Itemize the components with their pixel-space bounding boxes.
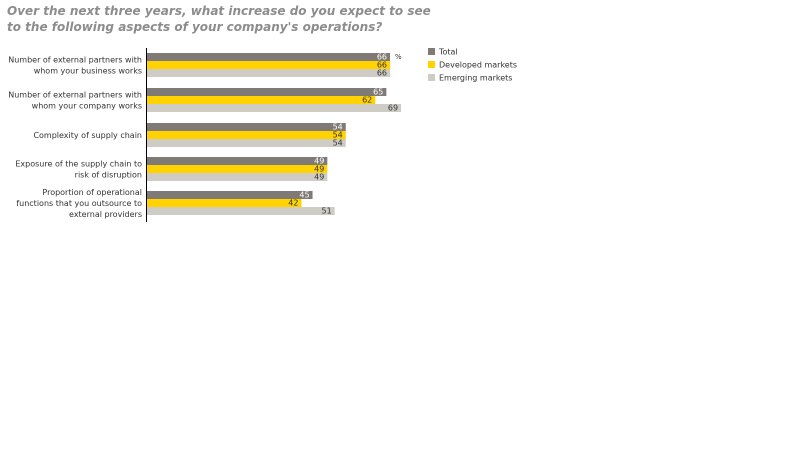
category-labels-group: Number of external partners with whom you…: [8, 56, 142, 220]
bar-2-2: [146, 139, 346, 147]
data-label-3-1: 49: [314, 165, 324, 174]
legend-swatch-0: [428, 48, 435, 55]
bar-1-0: [146, 88, 387, 96]
data-label-4-0: 45: [299, 191, 309, 200]
chart-title: Over the next three years, what increase…: [7, 4, 431, 34]
data-label-2-0: 54: [333, 123, 343, 132]
data-label-0-1: 66: [377, 61, 387, 70]
legend-swatch-1: [428, 61, 435, 68]
data-label-0-0: 66: [377, 53, 387, 62]
bar-1-2: [146, 104, 402, 112]
data-label-4-1: 42: [288, 199, 298, 208]
bar-2-0: [146, 123, 346, 131]
data-label-1-0: 65: [373, 88, 383, 97]
bar-2-1: [146, 131, 346, 139]
data-label-1-1: 62: [362, 96, 372, 105]
bar-1-1: [146, 96, 376, 104]
bar-3-2: [146, 173, 328, 181]
legend-label-0: Total: [438, 48, 458, 57]
bar-4-2: [146, 207, 335, 215]
category-label-2: Complexity of supply chain: [33, 131, 142, 140]
bar-3-1: [146, 165, 328, 173]
category-label-3: Exposure of the supply chain to risk of d…: [15, 160, 142, 180]
data-label-4-2: 51: [322, 207, 332, 216]
bar-4-1: [146, 199, 302, 207]
bar-3-0: [146, 157, 328, 165]
bar-0-1: [146, 61, 391, 69]
category-label-1: Number of external partners with whom you…: [8, 91, 142, 111]
bar-0-0: [146, 53, 391, 61]
legend-swatch-2: [428, 74, 435, 81]
bar-0-2: [146, 69, 391, 77]
category-label-0: Number of external partners with whom you…: [8, 56, 142, 76]
data-label-2-1: 54: [333, 131, 343, 140]
category-label-4: Proportion of operational functions that …: [16, 188, 142, 219]
data-label-3-2: 49: [314, 173, 324, 182]
legend: Total Developed markets Emerging markets: [428, 48, 517, 83]
data-label-3-0: 49: [314, 157, 324, 166]
bar-4-0: [146, 191, 313, 199]
unit-label: %: [395, 53, 402, 61]
data-label-0-2: 66: [377, 69, 387, 78]
data-label-1-2: 69: [388, 104, 398, 113]
data-label-2-2: 54: [333, 139, 343, 148]
legend-label-1: Developed markets: [439, 61, 517, 70]
legend-label-2: Emerging markets: [439, 74, 512, 83]
